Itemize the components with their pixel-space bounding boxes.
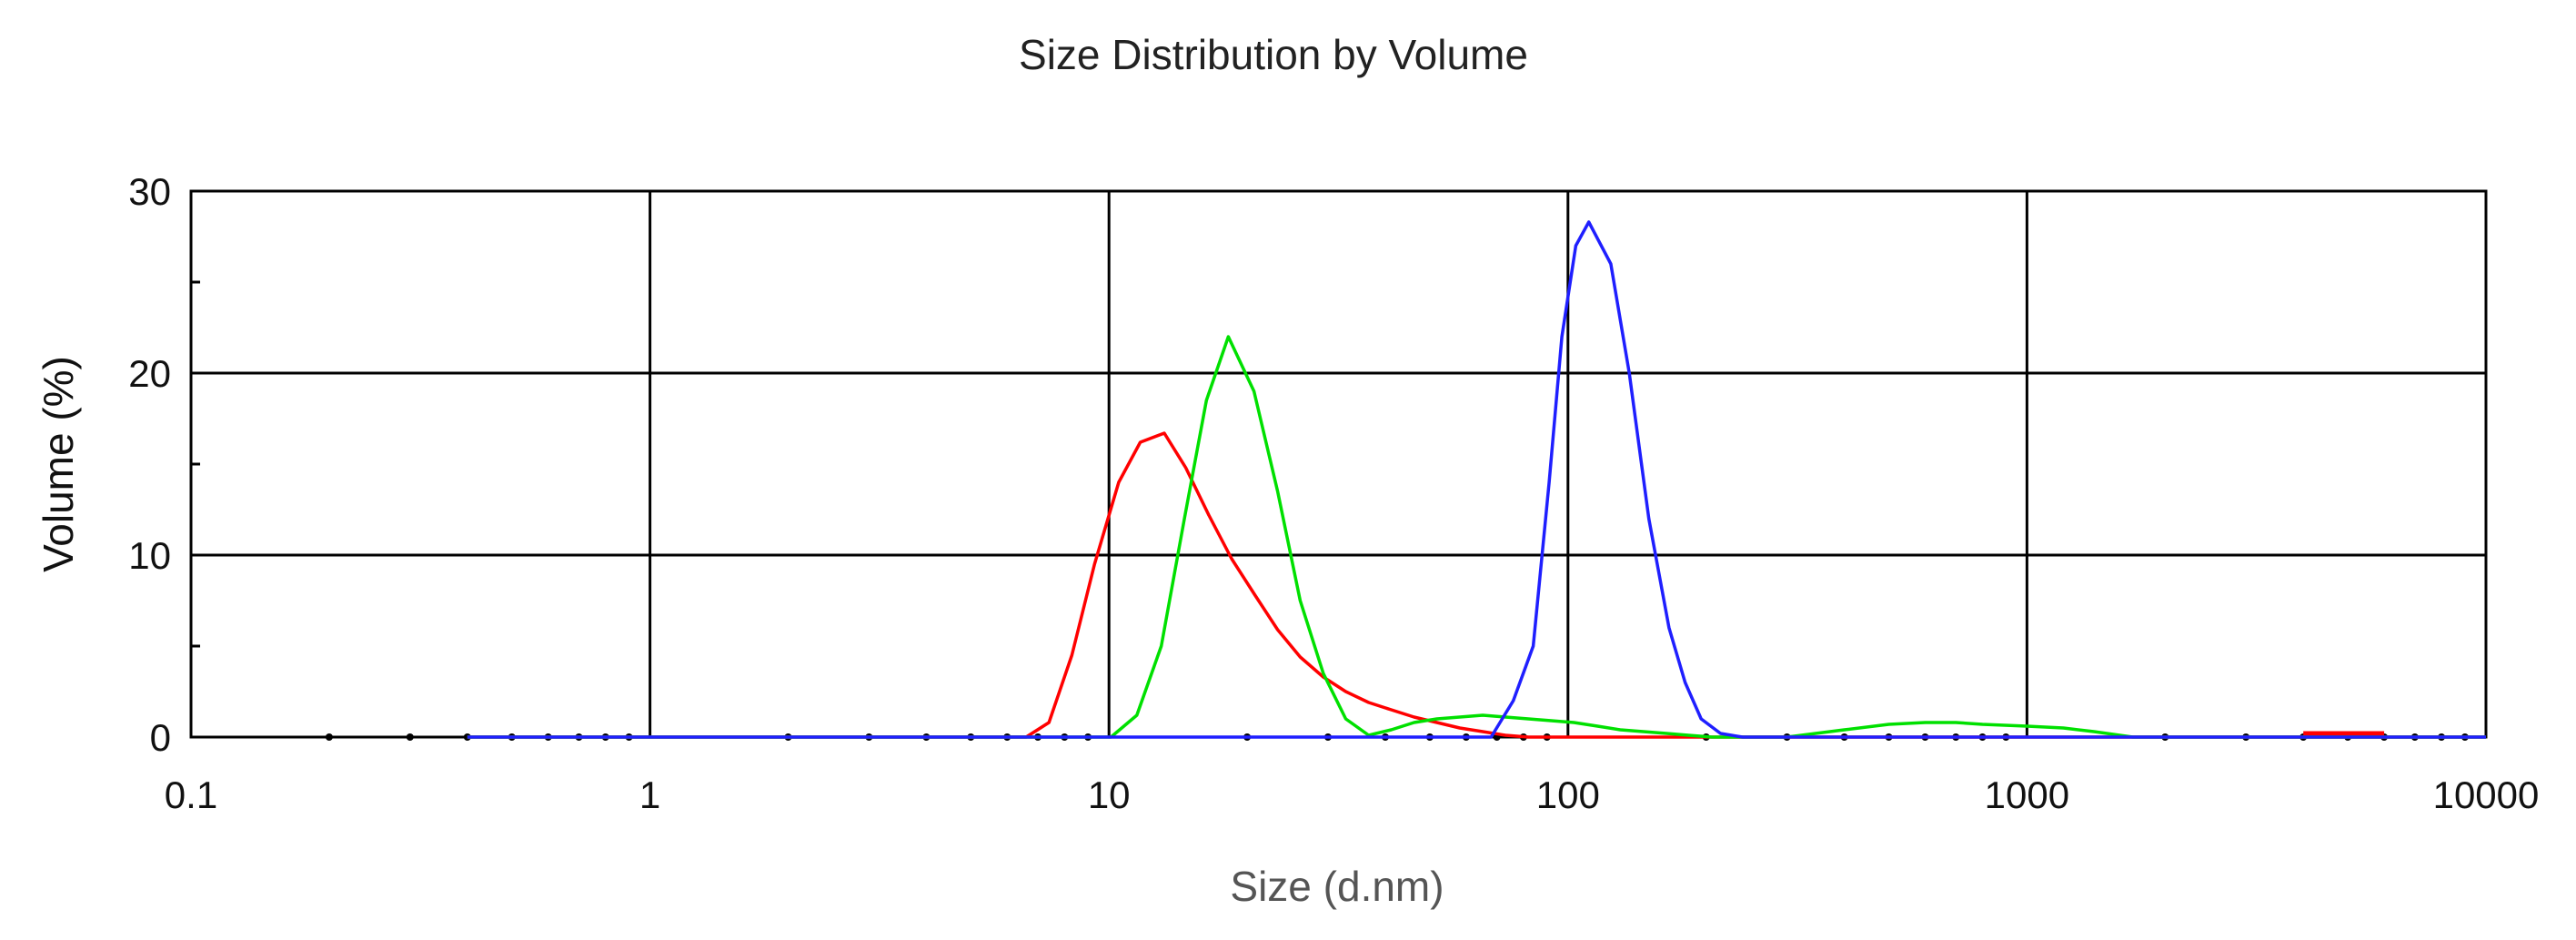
y-tick-label: 0 <box>150 716 171 759</box>
x-minor-tick <box>406 733 414 741</box>
x-tick-label: 1 <box>639 773 660 816</box>
chart-title: Size Distribution by Volume <box>1019 31 1528 78</box>
x-tick-label: 100 <box>1536 773 1600 816</box>
data-series <box>467 220 2486 739</box>
grid <box>189 189 2488 739</box>
x-axis-label: Size (d.nm) <box>1230 863 1444 910</box>
x-tick-label: 1000 <box>1985 773 2069 816</box>
x-minor-tick <box>463 733 471 741</box>
x-tick-label: 10 <box>1088 773 1131 816</box>
series-line-2 <box>467 335 2486 739</box>
x-tick-label: 10000 <box>2433 773 2540 816</box>
y-tick-label: 20 <box>128 352 171 395</box>
y-axis-label: Volume (%) <box>35 356 82 572</box>
series-line-3 <box>467 220 2486 739</box>
minor-ticks <box>191 280 2469 741</box>
tick-labels: 0.1 1 10 100 1000 10000 0 10 20 30 <box>128 170 2539 816</box>
y-tick-label: 30 <box>128 170 171 213</box>
x-tick-label: 0.1 <box>165 773 217 816</box>
y-tick-label: 10 <box>128 534 171 577</box>
series-line-1 <box>467 431 2486 739</box>
plot-frame <box>189 189 2488 739</box>
x-minor-tick <box>325 733 333 741</box>
